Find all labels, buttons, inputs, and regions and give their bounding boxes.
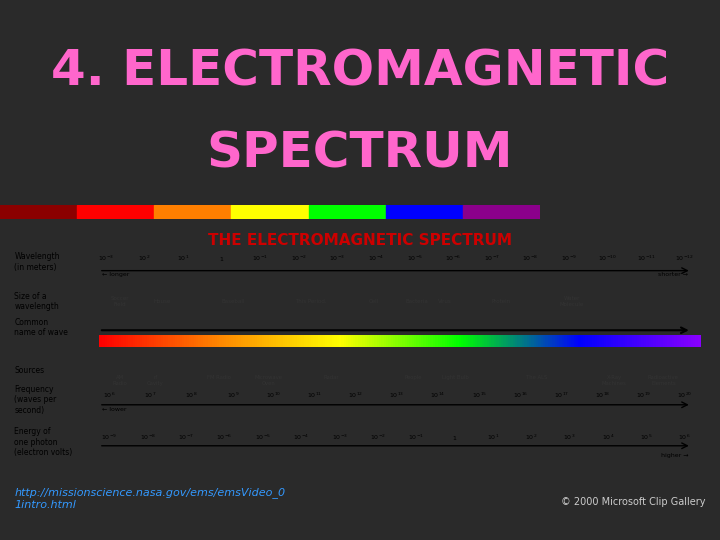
Text: SPECTRUM: SPECTRUM	[207, 130, 513, 178]
Text: $10^{-5}$: $10^{-5}$	[255, 433, 271, 442]
Text: Bacteria: Bacteria	[405, 299, 428, 304]
Text: Energy of
one photon
(electron volts): Energy of one photon (electron volts)	[14, 427, 73, 457]
Text: Water
Molecule: Water Molecule	[559, 296, 584, 307]
Bar	[463, 205, 540, 219]
Text: $10^{20}$: $10^{20}$	[677, 390, 692, 400]
Text: ← longer: ← longer	[102, 272, 130, 276]
Text: $10^{16}$: $10^{16}$	[513, 390, 528, 400]
Text: $10^{-1}$: $10^{-1}$	[408, 433, 424, 442]
Text: $10^{3}$: $10^{3}$	[563, 433, 576, 442]
Text: $10^{9}$: $10^{9}$	[227, 390, 239, 400]
Text: $10^{-6}$: $10^{-6}$	[445, 254, 462, 263]
Text: $1$: $1$	[452, 434, 457, 442]
Text: $10^{2}$: $10^{2}$	[525, 433, 537, 442]
Text: The ALS: The ALS	[526, 375, 547, 380]
Bar	[77, 205, 154, 219]
Text: $10^{2}$: $10^{2}$	[138, 254, 150, 263]
Text: higher →: higher →	[661, 453, 688, 458]
Text: $10^{8}$: $10^{8}$	[186, 390, 198, 400]
Text: $10^{18}$: $10^{18}$	[595, 390, 610, 400]
Text: $10^{-10}$: $10^{-10}$	[598, 254, 617, 263]
Text: $10^{4}$: $10^{4}$	[602, 433, 614, 442]
Text: $10^{-2}$: $10^{-2}$	[291, 254, 307, 263]
Text: $10^{-7}$: $10^{-7}$	[178, 433, 194, 442]
Text: THE ELECTROMAGNETIC SPECTRUM: THE ELECTROMAGNETIC SPECTRUM	[208, 233, 512, 248]
Text: Microwave
Oven: Microwave Oven	[254, 375, 282, 386]
Text: $10^{1}$: $10^{1}$	[177, 254, 189, 263]
Text: $10^{-3}$: $10^{-3}$	[98, 254, 114, 263]
Text: Radioactive
Elements: Radioactive Elements	[648, 375, 679, 386]
Text: $10^{-9}$: $10^{-9}$	[102, 433, 117, 442]
Text: $10^{-1}$: $10^{-1}$	[252, 254, 269, 263]
Text: RADIO WAVES: RADIO WAVES	[142, 341, 184, 347]
Text: $1$: $1$	[219, 255, 225, 263]
Text: $10^{-8}$: $10^{-8}$	[140, 433, 156, 442]
Bar	[386, 205, 463, 219]
Text: AM
Radio: AM Radio	[113, 375, 127, 386]
Text: $10^{6}$: $10^{6}$	[678, 433, 690, 442]
Text: $10^{-7}$: $10^{-7}$	[484, 254, 500, 263]
Text: $10^{5}$: $10^{5}$	[640, 433, 652, 442]
Bar	[309, 205, 386, 219]
Text: Wavelength
(in meters): Wavelength (in meters)	[14, 252, 60, 272]
Bar	[154, 205, 231, 219]
Text: http://missionscience.nasa.gov/ems/emsVideo_0
1intro.html: http://missionscience.nasa.gov/ems/emsVi…	[14, 487, 286, 510]
Text: $10^{1}$: $10^{1}$	[487, 433, 499, 442]
Text: $10^{15}$: $10^{15}$	[472, 390, 487, 400]
Text: $10^{-2}$: $10^{-2}$	[370, 433, 386, 442]
Text: Frequency
(waves per
second): Frequency (waves per second)	[14, 385, 56, 415]
Text: This Period.: This Period.	[294, 299, 326, 304]
Text: $10^{-3}$: $10^{-3}$	[329, 254, 346, 263]
Bar	[0, 205, 77, 219]
Text: Light Bulb: Light Bulb	[442, 375, 469, 380]
Text: "HARD" X RAYS: "HARD" X RAYS	[598, 341, 644, 347]
Text: $10^{-11}$: $10^{-11}$	[636, 254, 655, 263]
Text: ULTRAVIOLET: ULTRAVIOLET	[460, 341, 500, 347]
Text: ← lower: ← lower	[102, 407, 127, 412]
Text: VISIBLE: VISIBLE	[430, 341, 453, 347]
Text: $10^{17}$: $10^{17}$	[554, 390, 569, 400]
Text: $10^{12}$: $10^{12}$	[348, 390, 364, 400]
Text: GAMMA RAYS: GAMMA RAYS	[650, 341, 690, 347]
Text: INFRARED: INFRARED	[387, 341, 418, 347]
Text: $10^{-6}$: $10^{-6}$	[217, 433, 233, 442]
Text: MICROWAVES: MICROWAVES	[297, 341, 338, 347]
Text: Cell: Cell	[369, 299, 379, 304]
Text: rf
Cavity: rf Cavity	[147, 375, 163, 386]
Text: $10^{-3}$: $10^{-3}$	[331, 433, 348, 442]
Text: Protein: Protein	[492, 299, 510, 304]
Text: $10^{13}$: $10^{13}$	[390, 390, 405, 400]
Text: © 2000 Microsoft Clip Gallery: © 2000 Microsoft Clip Gallery	[561, 497, 706, 507]
Text: $10^{10}$: $10^{10}$	[266, 390, 282, 400]
Text: House: House	[154, 299, 171, 304]
Text: Virus: Virus	[438, 299, 451, 304]
Text: Radar: Radar	[324, 375, 340, 380]
Text: $10^{14}$: $10^{14}$	[431, 390, 446, 400]
Text: X-Ray
Machines: X-Ray Machines	[602, 375, 626, 386]
Text: $10^{-12}$: $10^{-12}$	[675, 254, 694, 263]
Text: 4. ELECTROMAGNETIC: 4. ELECTROMAGNETIC	[51, 48, 669, 96]
Text: Baseball: Baseball	[221, 299, 245, 304]
Text: FM Radio: FM Radio	[207, 375, 231, 380]
Text: $10^{11}$: $10^{11}$	[307, 390, 323, 400]
Text: $10^{19}$: $10^{19}$	[636, 390, 651, 400]
Text: $10^{-4}$: $10^{-4}$	[293, 433, 310, 442]
Text: Sources: Sources	[14, 366, 45, 375]
Bar	[231, 205, 309, 219]
Text: Common
name of wave: Common name of wave	[14, 318, 68, 338]
Text: Soccer
Field: Soccer Field	[111, 296, 130, 307]
Text: $10^{-9}$: $10^{-9}$	[561, 254, 577, 263]
Text: $10^{-4}$: $10^{-4}$	[368, 254, 384, 263]
Text: $10^{-5}$: $10^{-5}$	[407, 254, 423, 263]
Text: Size of a
wavelength: Size of a wavelength	[14, 292, 59, 312]
Text: "SOFT" X RAYS: "SOFT" X RAYS	[536, 341, 580, 347]
Text: $10^{7}$: $10^{7}$	[145, 390, 157, 400]
Text: shorter →: shorter →	[658, 272, 688, 276]
Text: People: People	[404, 375, 422, 380]
Text: $10^{6}$: $10^{6}$	[103, 390, 116, 400]
Text: $10^{-8}$: $10^{-8}$	[522, 254, 539, 263]
